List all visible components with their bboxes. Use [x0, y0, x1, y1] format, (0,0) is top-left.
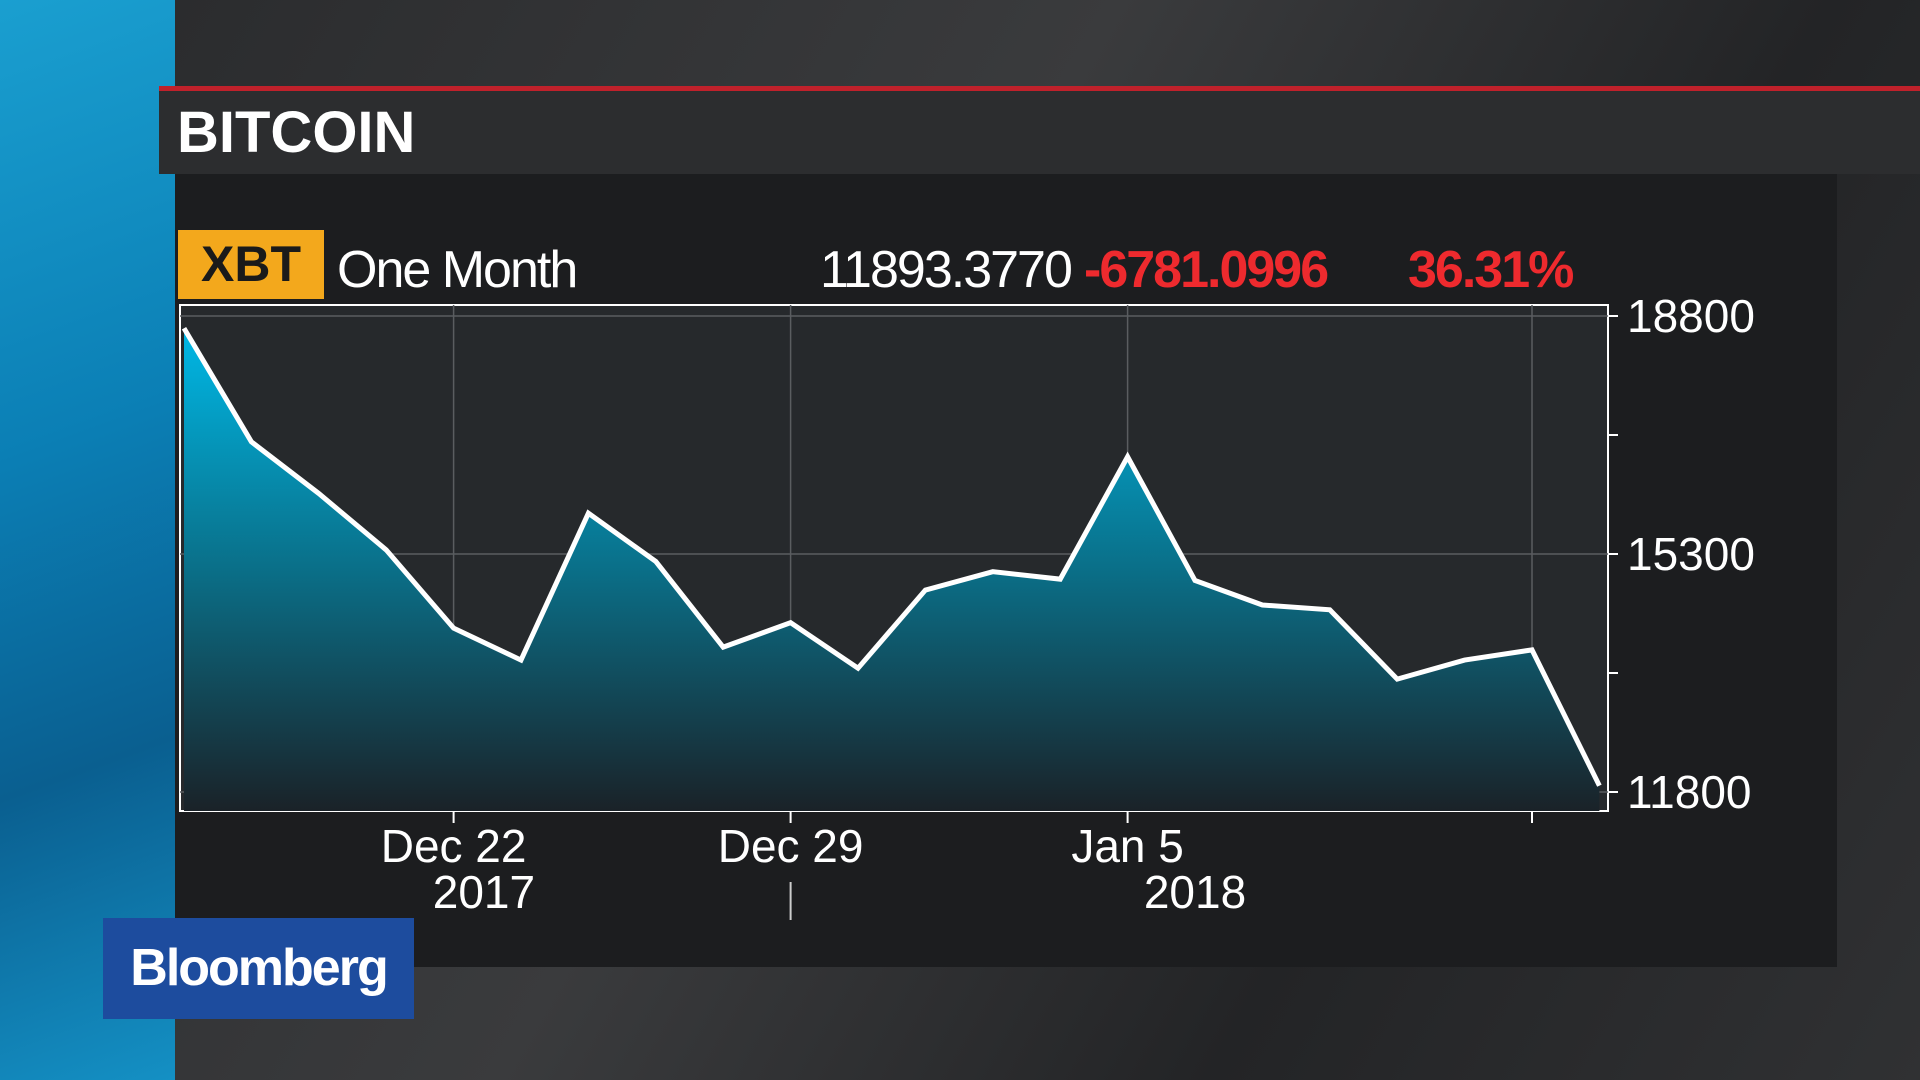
price-line — [181, 326, 1602, 787]
net-change: -6781.0996 — [1084, 241, 1329, 299]
background-left-strip — [0, 0, 175, 1080]
year-label: 2018 — [1144, 866, 1246, 918]
x-tick-label: Jan 5 — [1071, 820, 1184, 872]
percent-change: 36.31% — [1408, 241, 1574, 299]
period-label: One Month — [337, 241, 578, 299]
ticker-badge: XBT — [178, 230, 324, 299]
area-fill — [184, 328, 1600, 811]
bloomberg-logo: Bloomberg — [103, 918, 414, 1019]
x-tick-label: Dec 29 — [718, 820, 864, 872]
page-title: BITCOIN — [177, 100, 416, 165]
last-price: 11893.3770 — [820, 241, 1073, 299]
y-tick-label: 18800 — [1627, 290, 1755, 342]
x-tick-label: Dec 22 — [381, 820, 527, 872]
y-tick-label: 15300 — [1627, 528, 1755, 580]
y-tick-label: 11800 — [1627, 766, 1752, 818]
title-bar: BITCOIN — [159, 86, 1920, 174]
year-label: 2017 — [433, 866, 535, 918]
